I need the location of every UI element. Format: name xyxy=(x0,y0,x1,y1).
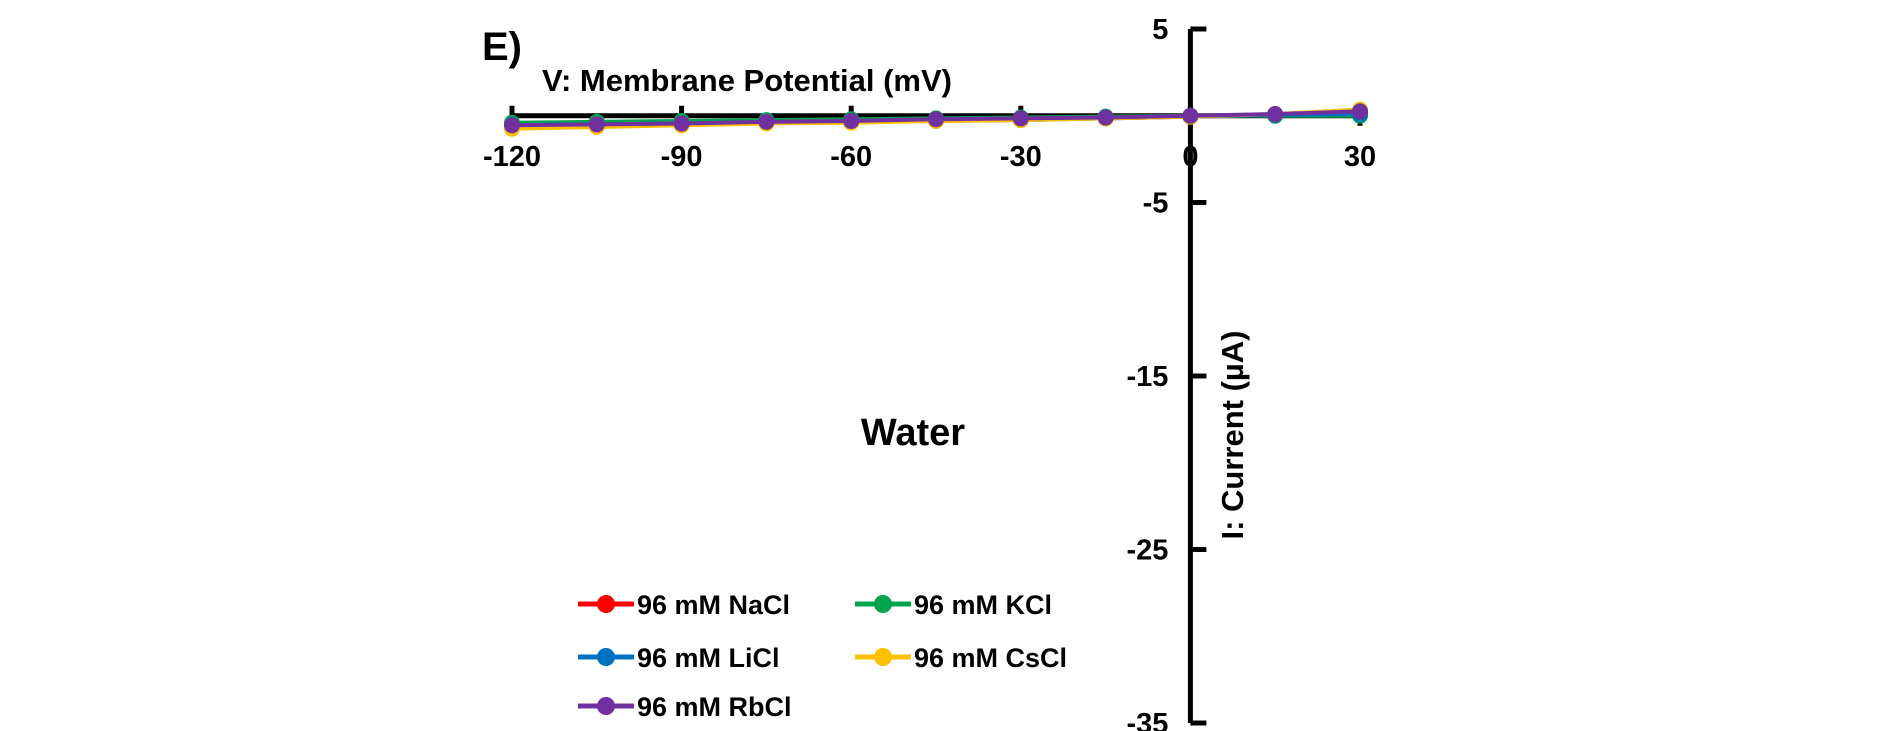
data-point xyxy=(928,111,944,128)
legend-item: 96 mM LiCl xyxy=(578,643,780,673)
x-axis-title: V: Membrane Potential (mV) xyxy=(542,63,952,98)
x-tick-label: -90 xyxy=(661,141,703,173)
legend-item: 96 mM KCl xyxy=(855,590,1052,620)
legend-swatch-marker xyxy=(874,648,892,666)
legend-item: 96 mM RbCl xyxy=(578,692,792,722)
data-point xyxy=(1012,110,1029,127)
legend-label: 96 mM CsCl xyxy=(914,643,1067,673)
y-tick-label: 5 xyxy=(1152,14,1168,46)
data-point xyxy=(843,112,860,129)
x-tick-label: -120 xyxy=(483,141,541,173)
chart-subtitle: Water xyxy=(861,412,965,454)
series-lines xyxy=(504,101,1368,137)
y-tick-label: -25 xyxy=(1126,535,1168,567)
data-point xyxy=(1097,109,1114,126)
x-tick-labels: -120 -90 -60 -30 0 30 xyxy=(483,141,1376,173)
legend-swatch-marker xyxy=(597,648,615,666)
legend-label: 96 mM RbCl xyxy=(637,692,792,722)
legend-item: 96 mM NaCl xyxy=(578,590,790,620)
data-point xyxy=(1352,103,1368,120)
legend: 96 mM NaCl 96 mM KCl 96 mM LiCl 96 mM CsCl 9… xyxy=(578,590,1067,722)
y-tick-label: -15 xyxy=(1126,361,1168,393)
y-tick-label: -5 xyxy=(1143,188,1169,220)
legend-label: 96 mM LiCl xyxy=(637,643,780,673)
x-tick-label: -60 xyxy=(830,141,872,173)
x-tick-label: -30 xyxy=(1000,141,1042,173)
x-tick-label: 30 xyxy=(1344,141,1376,173)
legend-label: 96 mM NaCl xyxy=(637,590,790,620)
data-point xyxy=(1267,106,1284,123)
legend-item: 96 mM CsCl xyxy=(855,643,1067,673)
y-tick-label: -35 xyxy=(1126,708,1168,731)
legend-swatch-marker xyxy=(597,697,615,715)
legend-label: 96 mM KCl xyxy=(914,590,1052,620)
data-point xyxy=(504,117,520,134)
data-point xyxy=(673,115,690,132)
y-tick-labels: 5 -5 -15 -25 -35 xyxy=(1126,14,1168,731)
data-point xyxy=(758,113,775,130)
y-axis-title: I: Current (µA) xyxy=(1215,330,1250,539)
data-point xyxy=(1182,107,1199,124)
data-point xyxy=(588,116,605,133)
legend-swatch-marker xyxy=(874,595,892,613)
x-tick-label: 0 xyxy=(1182,141,1198,173)
legend-swatch-marker xyxy=(597,595,615,613)
panel-label: E) xyxy=(482,25,522,69)
